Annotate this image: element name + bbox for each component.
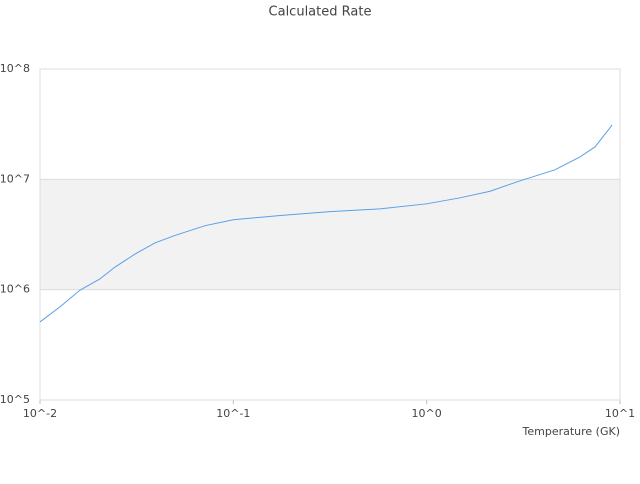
- series-line: [39, 124, 613, 323]
- y-tick-label: 10^5: [0, 393, 30, 406]
- x-tick-label: 10^-1: [216, 407, 250, 420]
- x-axis-label: Temperature (GK): [522, 425, 621, 438]
- x-tick-label: 10^0: [412, 407, 442, 420]
- grid-band: [40, 179, 620, 290]
- plot-border: [39, 68, 621, 401]
- x-tick-label: 10^1: [605, 407, 635, 420]
- chart-title: Calculated Rate: [269, 5, 372, 20]
- y-tick-label: 10^8: [0, 62, 30, 75]
- x-tick-label: 10^-2: [23, 407, 57, 420]
- y-tick-label: 10^7: [0, 172, 30, 185]
- y-tick-label: 10^6: [0, 283, 30, 296]
